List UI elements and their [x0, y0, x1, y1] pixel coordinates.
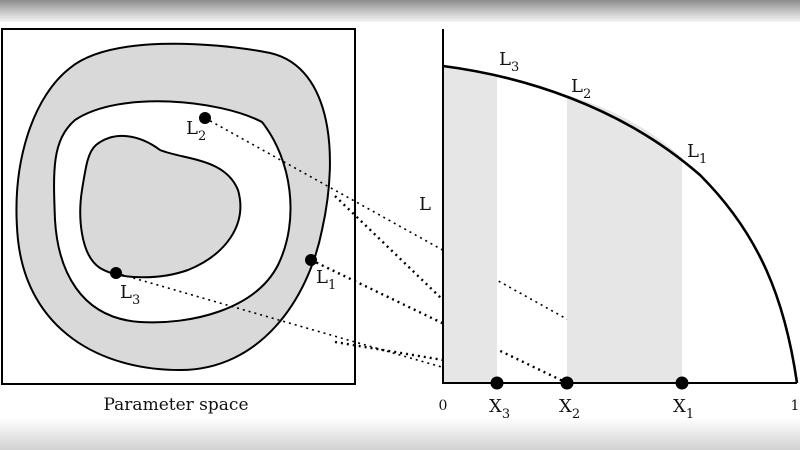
- point-x2: [560, 376, 574, 390]
- x-max-label: 1: [791, 398, 800, 414]
- inner-contour-region: [79, 134, 242, 279]
- connector-l2-x1: [204, 117, 683, 384]
- point-l1: [305, 254, 317, 266]
- label-x1: X1: [673, 396, 694, 422]
- curve-label-l1: L1: [687, 141, 707, 167]
- point-l3: [110, 267, 122, 279]
- likelihood-curve: [442, 64, 799, 384]
- projection-lower-line: [334, 340, 444, 362]
- curve-label-l3: L3: [499, 49, 519, 75]
- top-edge-blur: [0, 0, 800, 22]
- point-x3: [490, 376, 504, 390]
- point-l2: [199, 112, 211, 124]
- bottom-edge-blur: [0, 418, 800, 450]
- point-x1: [675, 376, 689, 390]
- band-region-0-x3: [443, 66, 497, 383]
- label-l3: L3: [120, 282, 140, 308]
- y-axis-label: L: [419, 194, 431, 215]
- band-region-x2-x1: [567, 95, 682, 383]
- label-l1: L1: [316, 267, 336, 293]
- parameter-space-caption: Parameter space: [104, 395, 249, 415]
- label-x3: X3: [489, 396, 510, 422]
- connector-l3-x3: [115, 272, 498, 384]
- label-x2: X2: [559, 396, 580, 422]
- curve-label-l2: L2: [571, 76, 591, 102]
- label-l2: L2: [186, 118, 206, 144]
- projection-upper-line: [334, 195, 444, 301]
- x-min-label: 0: [439, 398, 448, 414]
